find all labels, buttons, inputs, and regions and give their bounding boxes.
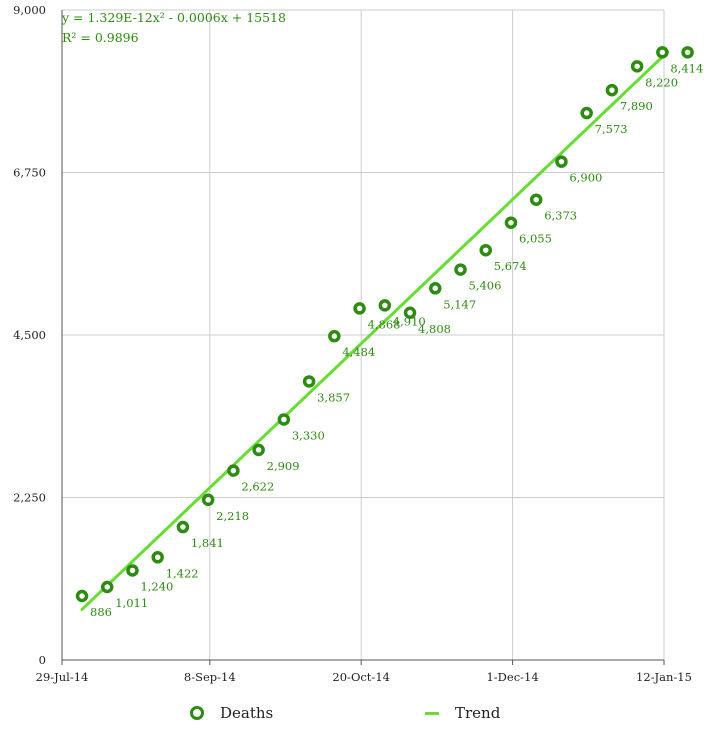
data-label: 1,841 (191, 536, 224, 550)
x-tick-label: 1-Dec-14 (486, 670, 538, 684)
data-label: 5,674 (494, 259, 527, 273)
data-label: 5,147 (443, 297, 476, 311)
data-label: 7,573 (595, 122, 628, 136)
data-point (429, 282, 442, 295)
data-label: 4,808 (418, 322, 451, 336)
data-point (328, 329, 341, 343)
data-point (403, 306, 417, 320)
grid-lines (62, 9, 665, 660)
data-point (479, 243, 492, 257)
data-point (555, 155, 568, 168)
legend-item-trend: Trend (425, 704, 500, 722)
data-label: 886 (90, 605, 112, 619)
data-point (529, 193, 543, 206)
data-point (378, 299, 392, 312)
r-squared: R² = 0.9896 (62, 30, 139, 45)
data-label: 4,868 (368, 317, 401, 331)
data-point (656, 46, 669, 59)
axes (61, 10, 665, 665)
legend-item-deaths: Deaths (190, 704, 273, 722)
data-point (353, 302, 366, 315)
data-label: 8,220 (645, 75, 678, 89)
x-tick-label: 12-Jan-15 (636, 670, 692, 684)
data-point (681, 46, 694, 59)
data-label: 1,011 (115, 596, 148, 610)
data-label: 3,857 (317, 390, 350, 404)
data-points (75, 46, 694, 603)
data-point (454, 263, 467, 276)
data-label: 4,484 (342, 345, 375, 359)
data-label: 6,900 (569, 171, 602, 185)
data-point (302, 375, 316, 388)
data-label: 1,240 (140, 579, 173, 593)
y-tick-label: 6,750 (13, 166, 46, 180)
data-point (227, 464, 240, 477)
data-label: 1,422 (166, 566, 199, 580)
data-point (504, 216, 518, 229)
y-tick-label: 4,500 (13, 328, 46, 342)
data-label: 2,909 (267, 459, 300, 473)
data-point (151, 551, 164, 564)
trend-series-line (80, 50, 670, 611)
y-tick-label: 9,000 (13, 3, 46, 17)
legend-label-deaths: Deaths (220, 704, 274, 722)
x-tick-label: 29-Jul-14 (36, 670, 89, 684)
data-label: 7,890 (620, 99, 653, 113)
data-label: 5,406 (469, 279, 502, 293)
x-tick-label: 8-Sep-14 (184, 670, 236, 684)
data-label: 3,330 (292, 429, 325, 443)
data-label: 8,414 (670, 61, 703, 75)
legend: Deaths Trend (0, 704, 712, 732)
data-point (277, 413, 291, 426)
data-label: 4,910 (393, 314, 426, 328)
data-point (75, 589, 89, 603)
data-point (126, 564, 139, 577)
data-point (252, 443, 265, 457)
data-point (580, 106, 593, 120)
data-label: 6,373 (544, 209, 577, 223)
chart-canvas: 0 2,250 4,500 6,750 9,000 29-Jul-14 8-Sep-14 20… (13, 3, 703, 684)
data-label: 2,622 (241, 480, 274, 494)
data-point (100, 580, 114, 594)
data-point (605, 83, 619, 97)
y-tick-label: 2,250 (13, 491, 46, 505)
trend-equation: y = 1.329E-12x² - 0.0006x + 15518 (61, 10, 286, 25)
data-label: 6,055 (519, 232, 552, 246)
y-tick-label: 0 (39, 653, 46, 667)
trend-marker-icon (425, 711, 439, 715)
trend-line (80, 50, 670, 611)
data-point (176, 520, 190, 534)
legend-label-trend: Trend (455, 704, 501, 722)
data-point (630, 60, 644, 73)
data-point (201, 493, 215, 507)
tick-labels: 0 2,250 4,500 6,750 9,000 29-Jul-14 8-Sep-14 20… (13, 3, 692, 684)
x-tick-label: 20-Oct-14 (332, 670, 390, 684)
data-label: 2,218 (216, 509, 249, 523)
deaths-marker-icon (190, 706, 204, 720)
